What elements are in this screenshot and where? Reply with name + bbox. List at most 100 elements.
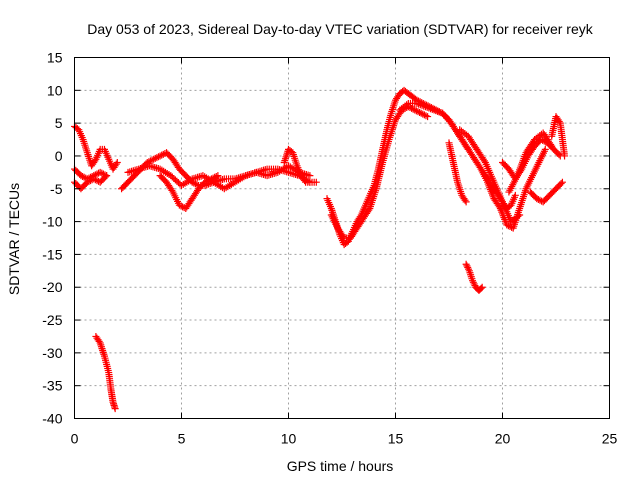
data-point bbox=[418, 101, 426, 109]
data-point bbox=[365, 206, 373, 214]
data-point bbox=[168, 186, 176, 194]
data-point bbox=[424, 113, 432, 121]
plot-frame bbox=[74, 57, 610, 419]
data-point bbox=[150, 155, 158, 163]
y-tick-label: -40 bbox=[42, 411, 62, 427]
data-point bbox=[156, 152, 164, 160]
data-point bbox=[417, 109, 425, 117]
data-point bbox=[480, 157, 488, 165]
data-point bbox=[534, 195, 542, 203]
x-tick-label: 0 bbox=[71, 431, 79, 447]
data-point bbox=[555, 117, 563, 125]
x-tick-label: 20 bbox=[495, 431, 511, 447]
y-tick-label: -20 bbox=[42, 279, 62, 295]
data-point bbox=[204, 177, 212, 185]
data-point bbox=[465, 265, 473, 273]
data-point bbox=[470, 280, 478, 288]
data-point bbox=[177, 202, 185, 210]
data-point bbox=[533, 195, 541, 203]
data-point bbox=[403, 101, 411, 109]
data-point bbox=[539, 136, 547, 144]
series-arc-d bbox=[92, 332, 119, 413]
data-point bbox=[432, 107, 440, 115]
y-tick-label: -25 bbox=[42, 312, 62, 328]
data-point bbox=[153, 154, 161, 162]
data-point bbox=[416, 108, 424, 116]
y-tick-label: 5 bbox=[55, 115, 63, 131]
data-point bbox=[93, 170, 101, 178]
data-point bbox=[146, 157, 154, 165]
data-point bbox=[415, 100, 423, 108]
data-point bbox=[175, 201, 183, 209]
data-point bbox=[421, 103, 429, 111]
data-point bbox=[557, 180, 565, 188]
data-point bbox=[430, 106, 438, 114]
data-point bbox=[206, 176, 214, 184]
y-axis-label: SDTVAR / TECUs bbox=[6, 183, 22, 295]
series-arc-h bbox=[280, 145, 314, 186]
data-point bbox=[433, 107, 441, 115]
data-point bbox=[112, 160, 120, 168]
data-point bbox=[312, 178, 320, 186]
data-point bbox=[80, 173, 88, 181]
data-point bbox=[339, 232, 347, 240]
data-point bbox=[79, 172, 87, 180]
data-point bbox=[77, 172, 85, 180]
data-point bbox=[463, 262, 471, 270]
data-point bbox=[87, 177, 95, 185]
data-point bbox=[422, 112, 430, 120]
data-point bbox=[91, 157, 99, 165]
data-point bbox=[428, 105, 436, 113]
marks-layer bbox=[71, 86, 569, 413]
data-point bbox=[111, 405, 119, 413]
data-point bbox=[477, 284, 485, 292]
data-point bbox=[419, 110, 427, 118]
data-point bbox=[151, 154, 159, 162]
y-tick-label: 10 bbox=[47, 82, 63, 98]
data-point bbox=[203, 177, 211, 185]
data-point bbox=[416, 101, 424, 109]
data-point bbox=[414, 108, 422, 116]
data-point bbox=[191, 180, 199, 188]
data-point bbox=[561, 152, 569, 160]
data-point bbox=[464, 264, 472, 272]
x-tick-label: 15 bbox=[388, 431, 404, 447]
chart-title: Day 053 of 2023, Sidereal Day-to-day VTE… bbox=[87, 21, 593, 37]
data-point bbox=[214, 172, 222, 180]
data-point bbox=[555, 151, 563, 159]
data-point bbox=[209, 174, 217, 182]
data-point bbox=[461, 196, 469, 204]
data-point bbox=[408, 104, 416, 112]
series-arc-o bbox=[477, 145, 549, 232]
data-point bbox=[420, 102, 428, 110]
data-point bbox=[425, 104, 433, 112]
data-point bbox=[511, 191, 519, 199]
data-point bbox=[207, 175, 215, 183]
series-arc-m bbox=[462, 260, 486, 295]
data-point bbox=[154, 153, 162, 161]
y-tick-label: -35 bbox=[42, 378, 62, 394]
data-point bbox=[478, 283, 486, 291]
ticks-layer: 0 5 10 15 20 25 15 10 5 0 -5 -10 -15 -20 -25 -30 -35 -40 bbox=[42, 50, 617, 447]
data-point bbox=[211, 173, 219, 181]
series-arc-l bbox=[445, 139, 470, 206]
x-tick-label: 25 bbox=[602, 431, 618, 447]
data-point bbox=[412, 107, 420, 115]
series-arc-q bbox=[526, 178, 566, 206]
x-tick-label: 5 bbox=[178, 431, 186, 447]
series-arc-g bbox=[156, 172, 222, 212]
data-point bbox=[301, 177, 309, 185]
data-point bbox=[427, 105, 435, 113]
data-point bbox=[201, 178, 209, 186]
data-point bbox=[158, 151, 166, 159]
data-point bbox=[420, 111, 428, 119]
series-arc-j bbox=[327, 103, 432, 242]
y-tick-label: -10 bbox=[42, 214, 62, 230]
series-arc-f bbox=[124, 162, 314, 193]
data-point bbox=[462, 260, 470, 268]
data-point bbox=[103, 172, 111, 180]
series-arc-i bbox=[323, 86, 472, 249]
data-point bbox=[435, 108, 443, 116]
data-point bbox=[101, 173, 109, 181]
